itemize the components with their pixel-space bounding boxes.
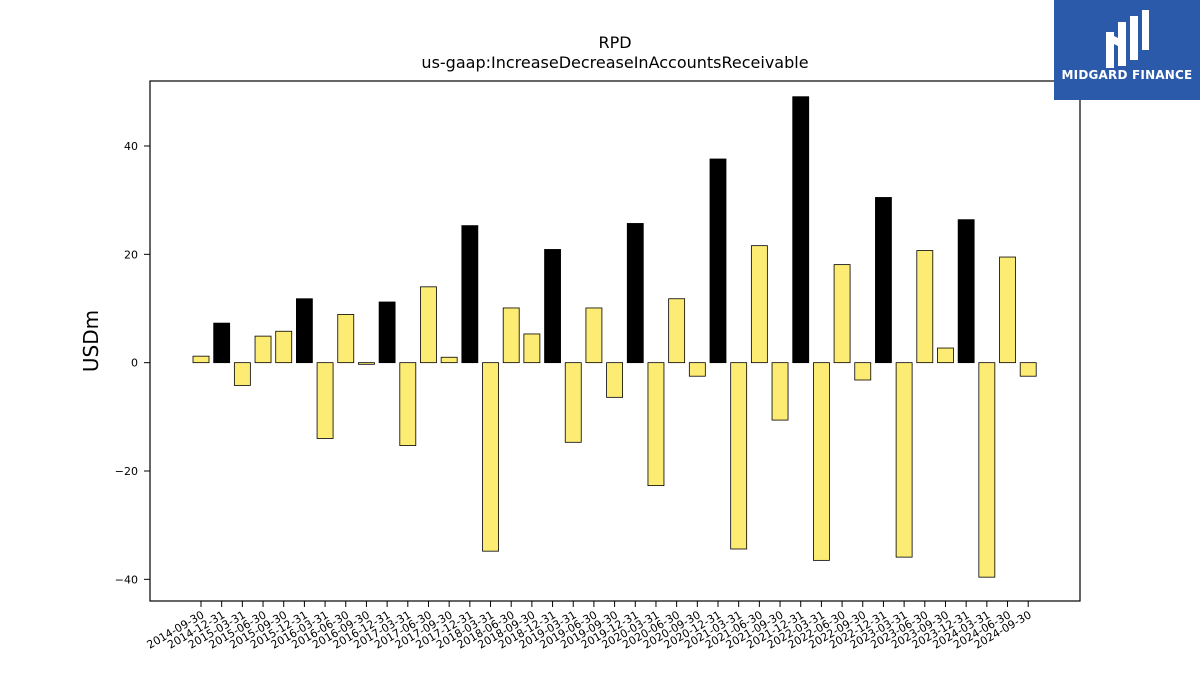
brand-name: MIDGARD FINANCE [1061, 68, 1193, 82]
bar-2017-06-30 [420, 286, 437, 364]
y-tick-label: −40 [115, 573, 138, 586]
bar-2018-09-30 [523, 333, 541, 364]
bar-2016-12-31 [378, 301, 396, 364]
chart-title: RPD [598, 33, 631, 52]
bar-2015-03-31 [233, 362, 251, 386]
bar-2015-09-30 [275, 330, 293, 364]
brand-logo: MIDGARD FINANCE [1054, 0, 1200, 100]
bar-2024-09-30 [1019, 362, 1037, 377]
bar-2023-06-30 [916, 250, 934, 364]
bar-2016-06-30 [337, 314, 355, 364]
midgard-logo-icon [1106, 10, 1149, 68]
bar-2018-12-31 [544, 249, 561, 364]
bar-2018-06-30 [502, 307, 520, 364]
bar-2024-03-31 [978, 362, 996, 578]
bar-2020-09-30 [688, 362, 706, 377]
bar-2016-03-31 [316, 362, 334, 439]
bar-2016-09-30 [358, 362, 375, 365]
bar-2017-09-30 [440, 356, 458, 364]
bar-2020-03-31 [647, 362, 665, 487]
bar-2019-12-31 [626, 223, 644, 364]
y-tick-label: 20 [124, 248, 138, 261]
bar-2017-03-31 [399, 362, 417, 446]
bar-2021-06-30 [750, 245, 768, 364]
y-tick-label: 40 [124, 140, 138, 153]
bar-2019-03-31 [564, 362, 582, 443]
chart-subtitle: us-gaap:IncreaseDecreaseInAccountsReceiv… [421, 53, 808, 72]
bars-group [192, 96, 1037, 578]
bar-2023-03-31 [895, 362, 913, 558]
y-tick-label: −20 [115, 465, 138, 478]
bar-2014-12-31 [213, 322, 231, 364]
bar-2021-03-31 [730, 362, 748, 550]
x-ticks-group: 2014-09-302014-12-312015-03-312015-06-30… [145, 601, 1034, 652]
bar-2021-12-31 [792, 96, 810, 364]
bar-2019-06-30 [585, 307, 603, 364]
bar-2022-03-31 [813, 362, 830, 561]
y-axis-label: USDm [79, 310, 103, 372]
bar-2022-06-30 [833, 264, 851, 364]
y-ticks-group: −40 −20 0 20 40 [115, 140, 150, 586]
bar-2015-12-31 [295, 298, 313, 364]
bar-2023-09-30 [937, 347, 954, 364]
bar-2020-12-31 [709, 158, 727, 364]
bar-2015-06-30 [254, 335, 272, 364]
bar-2017-12-31 [461, 225, 479, 364]
bar-2022-09-30 [854, 362, 872, 381]
bar-2014-09-30 [192, 355, 210, 364]
plot-frame [149, 80, 1081, 602]
bar-2018-03-31 [482, 362, 499, 552]
bar-2022-12-31 [875, 197, 892, 364]
bar-2020-06-30 [668, 298, 686, 364]
bar-2023-12-31 [957, 219, 975, 364]
bar-2021-09-30 [771, 362, 789, 421]
y-tick-label: 0 [131, 357, 138, 370]
bar-2019-09-30 [606, 362, 623, 398]
bar-2024-06-30 [999, 256, 1016, 364]
